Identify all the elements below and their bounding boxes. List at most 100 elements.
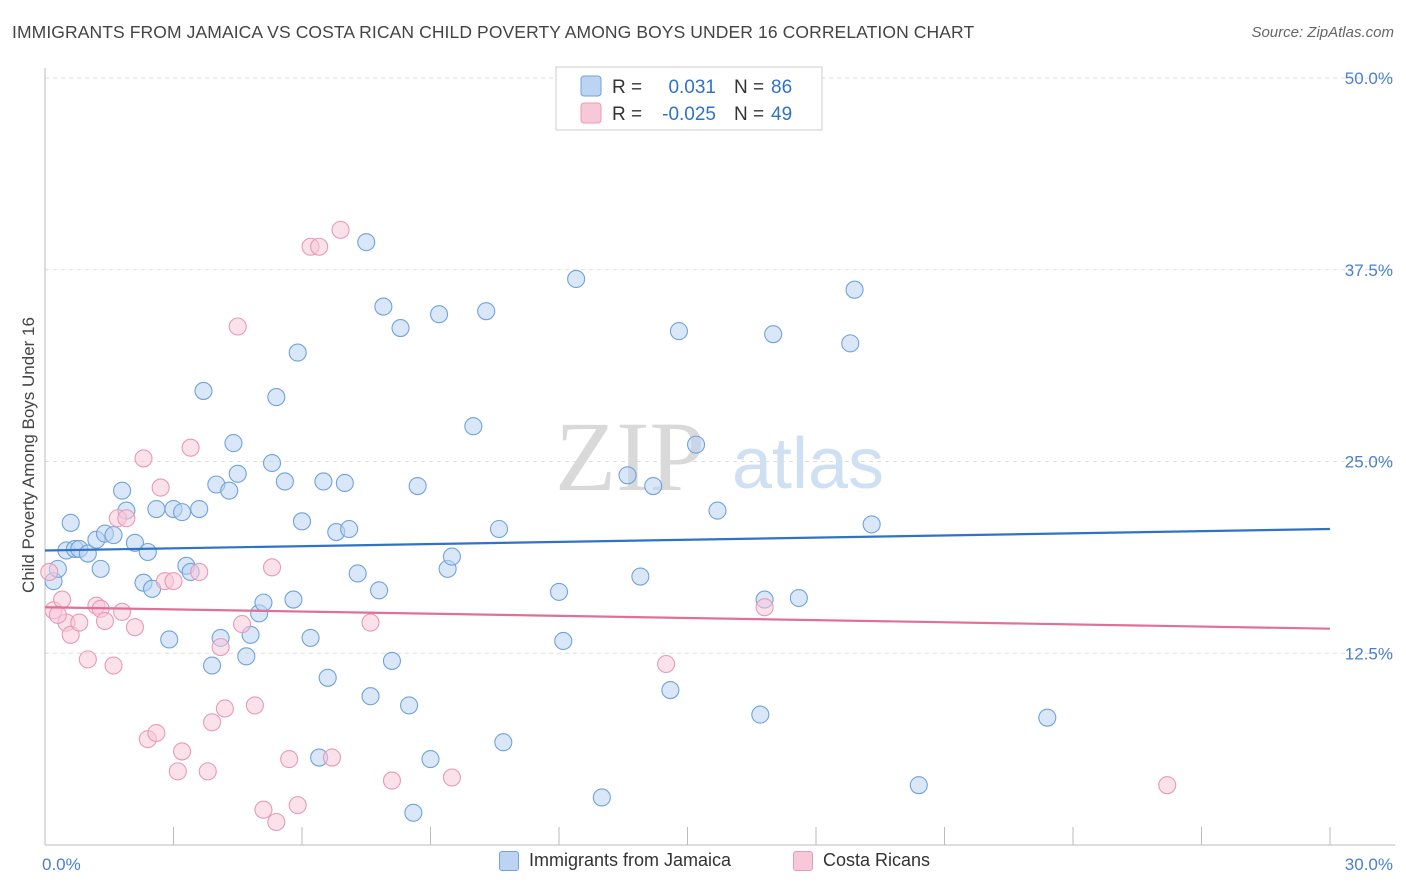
- point-jamaica: [61, 513, 80, 532]
- legend-r-label-costa-rica: R =: [612, 104, 642, 125]
- point-jamaica: [361, 687, 380, 706]
- trend-layer: [44, 527, 1331, 630]
- point-costa-rica: [147, 723, 166, 743]
- point-jamaica: [374, 297, 393, 316]
- point-costa-rica: [125, 618, 144, 637]
- point-costa-rica: [211, 638, 230, 657]
- legend-n-label-costa-rica: N =: [734, 104, 764, 125]
- point-jamaica: [335, 473, 354, 493]
- point-costa-rica: [442, 768, 461, 787]
- point-jamaica: [275, 472, 294, 491]
- point-jamaica: [669, 322, 688, 341]
- point-jamaica: [631, 567, 650, 586]
- point-costa-rica: [61, 625, 80, 644]
- point-jamaica: [764, 325, 783, 344]
- legend-n-value-costa-rica: 49: [771, 104, 792, 125]
- point-jamaica: [661, 681, 680, 700]
- point-costa-rica: [288, 796, 307, 815]
- point-costa-rica: [331, 220, 350, 239]
- y-tick-label: 25.0%: [1345, 453, 1393, 472]
- watermark-zip: ZIP: [555, 401, 705, 512]
- point-jamaica: [549, 582, 569, 601]
- point-costa-rica: [173, 742, 192, 761]
- point-costa-rica: [104, 656, 123, 675]
- point-jamaica: [567, 269, 586, 289]
- chart-title: IMMIGRANTS FROM JAMAICA VS COSTA RICAN C…: [12, 22, 975, 42]
- point-jamaica: [909, 776, 928, 795]
- point-costa-rica: [245, 696, 264, 715]
- point-jamaica: [357, 233, 376, 252]
- point-jamaica: [494, 733, 513, 752]
- legend-swatch-costa-rica-bottom: [793, 850, 813, 871]
- legend-label-jamaica: Immigrants from Jamaica: [529, 850, 732, 870]
- legend-item-jamaica[interactable]: Immigrants from Jamaica: [499, 850, 731, 871]
- point-jamaica: [113, 481, 132, 500]
- point-jamaica: [203, 656, 222, 675]
- point-jamaica: [404, 803, 423, 822]
- point-costa-rica: [262, 558, 282, 577]
- point-jamaica: [708, 501, 727, 520]
- point-costa-rica: [755, 598, 774, 617]
- point-jamaica: [262, 453, 282, 473]
- point-jamaica: [267, 388, 286, 407]
- points-layer: [40, 68, 1177, 832]
- point-costa-rica: [181, 438, 200, 457]
- point-jamaica: [348, 564, 367, 583]
- trend-line-jamaica: [44, 527, 1331, 552]
- grid-layer: [45, 77, 1395, 654]
- point-jamaica: [194, 381, 213, 400]
- y-tick-label: 50.0%: [1345, 69, 1393, 88]
- point-costa-rica: [322, 748, 342, 767]
- point-costa-rica: [232, 615, 252, 634]
- point-jamaica: [687, 435, 706, 454]
- point-jamaica: [618, 466, 637, 485]
- point-jamaica: [220, 481, 239, 500]
- point-costa-rica: [361, 613, 380, 632]
- point-costa-rica: [280, 750, 299, 769]
- point-costa-rica: [168, 762, 187, 781]
- y-tick-label: 12.5%: [1345, 644, 1393, 663]
- point-jamaica: [370, 581, 389, 600]
- legend-swatch-jamaica-bottom: [499, 850, 519, 871]
- point-jamaica: [292, 512, 312, 531]
- point-costa-rica: [228, 317, 247, 336]
- point-jamaica: [301, 628, 320, 647]
- point-costa-rica: [215, 699, 234, 718]
- point-costa-rica: [134, 449, 153, 468]
- point-costa-rica: [267, 812, 286, 832]
- point-jamaica: [125, 533, 144, 552]
- point-costa-rica: [198, 762, 217, 781]
- point-costa-rica: [78, 650, 97, 669]
- stats-legend: R = 0.031 N = 86 R = -0.025 N = 49: [555, 66, 823, 131]
- point-jamaica: [391, 318, 410, 338]
- point-costa-rica: [1158, 776, 1177, 795]
- point-jamaica: [91, 559, 110, 578]
- point-jamaica: [284, 590, 303, 609]
- watermark-atlas: atlas: [732, 424, 884, 504]
- point-jamaica: [489, 519, 509, 539]
- point-jamaica: [340, 519, 359, 539]
- watermark: ZIP atlas: [555, 401, 884, 512]
- legend-n-value-jamaica: 86: [771, 77, 792, 98]
- point-jamaica: [644, 476, 663, 496]
- chart-source: Source: ZipAtlas.com: [1251, 24, 1394, 41]
- point-jamaica: [845, 280, 864, 299]
- y-tick-label: 37.5%: [1345, 261, 1393, 280]
- trend-line-costa-rica: [44, 606, 1331, 630]
- legend-swatch-jamaica: [580, 75, 602, 97]
- point-costa-rica: [117, 509, 136, 528]
- point-jamaica: [442, 547, 461, 566]
- point-costa-rica: [657, 654, 676, 674]
- x-tick-label: 0.0%: [42, 855, 81, 874]
- legend-item-costa-rica[interactable]: Costa Ricans: [793, 850, 930, 871]
- point-jamaica: [789, 588, 808, 608]
- point-costa-rica: [164, 572, 183, 591]
- point-jamaica: [288, 343, 307, 362]
- legend-label-costa-rica: Costa Ricans: [823, 850, 931, 870]
- point-costa-rica: [254, 800, 273, 819]
- point-jamaica: [464, 417, 483, 436]
- point-jamaica: [254, 593, 273, 612]
- point-jamaica: [592, 788, 611, 807]
- point-costa-rica: [53, 590, 72, 609]
- point-jamaica: [190, 500, 209, 519]
